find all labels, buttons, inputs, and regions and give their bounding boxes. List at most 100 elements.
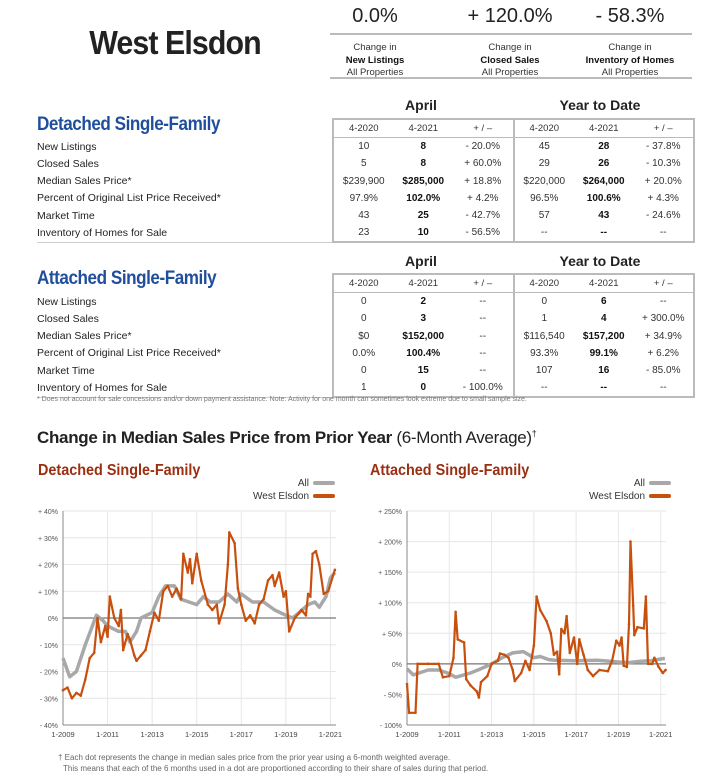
data-point: [490, 662, 493, 666]
legend-swatch: [313, 481, 335, 486]
data-point: [233, 541, 236, 545]
data-point: [475, 690, 479, 693]
data-point: [300, 608, 303, 612]
data-point: [244, 619, 248, 622]
data-point: [157, 619, 161, 622]
x-tick-label: 1-2011: [96, 730, 119, 739]
data-point: [555, 650, 559, 653]
column-header: 4-2021: [574, 273, 634, 294]
table-cell: 100.6%: [586, 192, 621, 204]
table-cell: $285,000: [402, 175, 445, 187]
y-tick-label: + 20%: [38, 563, 58, 570]
table-cell: + 18.8%: [464, 175, 502, 187]
column-header: 4-2020: [512, 273, 574, 294]
data-point: [598, 668, 601, 672]
data-point: [199, 579, 203, 582]
data-point: [144, 648, 147, 652]
series-line-all: [405, 649, 666, 680]
table-cell: 43: [598, 210, 610, 222]
data-point: [496, 659, 500, 663]
data-point: [309, 595, 312, 598]
table-cell: + 300.0%: [633, 310, 695, 328]
data-point: [271, 573, 274, 577]
table-cell: 26: [598, 158, 610, 170]
legend-item-local: West Elsdon: [253, 491, 335, 502]
table-cell: 4: [600, 313, 607, 325]
data-point: [211, 608, 214, 612]
data-point: [104, 624, 107, 628]
data-point: [148, 630, 152, 633]
table-cell: - 24.6%: [633, 206, 695, 225]
data-point: [83, 678, 87, 681]
x-tick-label: 1-2013: [480, 730, 503, 739]
table-row: Market Time 43 25 - 42.7% 57 43 - 24.6%: [37, 206, 695, 225]
table-row: Market Time 0 15 -- 107 16 - 85.0%: [37, 361, 695, 380]
data-point: [190, 581, 194, 585]
data-point: [524, 659, 527, 663]
data-point: [133, 654, 136, 657]
data-point: [186, 571, 190, 574]
y-tick-label: 0%: [48, 616, 58, 623]
row-label: New Listings: [37, 295, 97, 308]
data-point: [557, 672, 561, 676]
data-point: [606, 669, 610, 673]
data-point: [239, 603, 243, 606]
table-cell: $264,000: [582, 175, 625, 187]
row-label: Median Sales Price*: [37, 175, 132, 188]
table-cell: 2: [420, 296, 427, 308]
data-point: [582, 653, 585, 656]
table-cell: + 6.2%: [633, 344, 695, 362]
table-cell: - 37.8%: [633, 137, 695, 156]
table-cell: 16: [598, 365, 610, 377]
data-point: [549, 631, 553, 635]
table-cell: 100.4%: [406, 347, 441, 359]
group-ytd: Year to Date: [559, 97, 641, 113]
data-point: [631, 604, 635, 608]
data-point: [646, 662, 650, 666]
data-point: [314, 549, 318, 553]
data-point: [182, 552, 185, 556]
legend-swatch: [649, 494, 671, 499]
table-cell: 0: [332, 310, 394, 328]
table-cell: 8: [420, 141, 427, 153]
y-tick-label: + 250%: [378, 509, 402, 516]
divider: [330, 77, 692, 79]
data-point: [426, 662, 430, 666]
table-cell: 1: [512, 310, 574, 328]
data-point: [108, 595, 112, 598]
data-point: [317, 563, 321, 566]
kpi-inventory: - 58.3% Change in Inventory of Homes All P…: [570, 4, 690, 80]
data-point: [322, 592, 326, 596]
table-cell: --: [479, 296, 487, 308]
data-point: [61, 688, 65, 692]
detached-stats-table: 4-2020 4-2021 + / –4-2020 4-2021 + / – New Li…: [37, 118, 695, 244]
row-label: Median Sales Price*: [37, 330, 132, 343]
row-label: Closed Sales: [37, 157, 99, 170]
kpi-label: Change in Inventory of Homes All Propertie…: [585, 42, 675, 78]
data-point: [552, 653, 556, 656]
data-point: [519, 671, 523, 675]
y-tick-label: + 40%: [38, 509, 58, 516]
table-cell: --: [633, 379, 695, 399]
data-point: [511, 668, 515, 672]
chart-footnote: † Each dot represents the change in medi…: [58, 753, 489, 773]
data-point: [657, 665, 660, 669]
data-point: [215, 603, 219, 606]
data-point: [175, 587, 178, 590]
data-point: [333, 568, 337, 572]
table-cell: 57: [512, 206, 574, 225]
table-row: Closed Sales 5 8 + 60.0% 29 26 - 10.3%: [37, 155, 695, 173]
table-cell: 43: [332, 206, 394, 225]
data-point: [96, 616, 99, 620]
data-point: [88, 656, 92, 660]
data-point: [66, 686, 69, 689]
y-tick-label: + 30%: [38, 536, 58, 543]
data-point: [226, 563, 230, 566]
table-cell: 93.3%: [512, 344, 574, 362]
data-point: [441, 676, 445, 679]
data-point: [513, 679, 517, 683]
table-cell: 0.0%: [332, 344, 394, 362]
data-point: [170, 595, 174, 598]
data-point: [179, 597, 183, 601]
